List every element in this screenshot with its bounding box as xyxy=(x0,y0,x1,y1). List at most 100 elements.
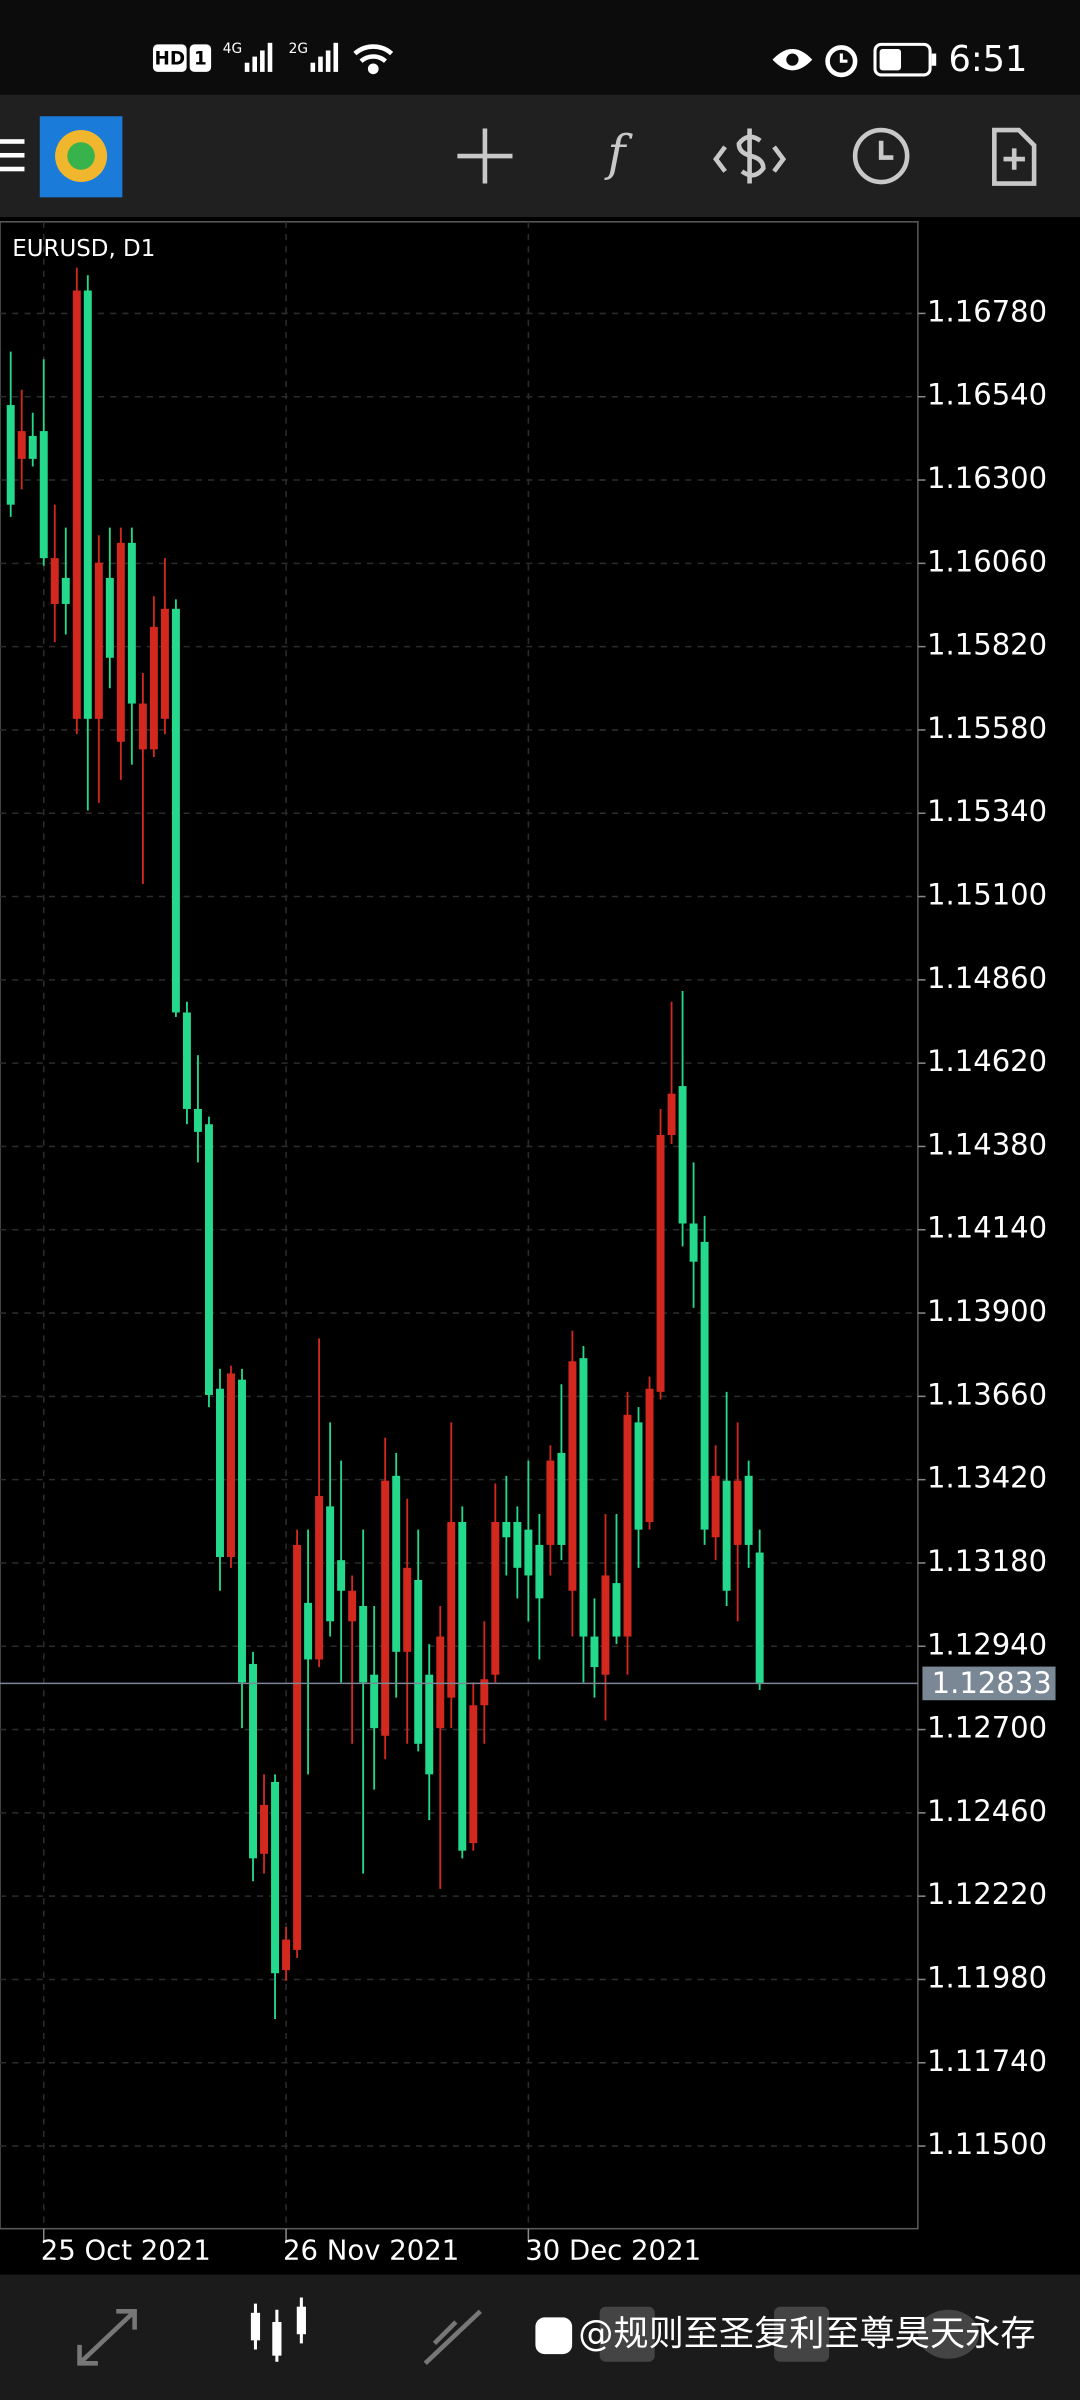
watermark: @规则至圣复利至尊昊天永存 xyxy=(578,2314,1035,2355)
toolbar xyxy=(0,94,1080,218)
candle-body xyxy=(689,1223,698,1262)
crosshair-icon[interactable] xyxy=(457,128,513,184)
candle-body xyxy=(193,1108,202,1132)
candle-body xyxy=(249,1663,257,1859)
candle-body xyxy=(204,1124,213,1395)
x-tick-label: 25 Oct 2021 xyxy=(41,2235,211,2267)
candle-body xyxy=(502,1522,511,1538)
y-tick-label: 1.11500 xyxy=(927,2127,1047,2161)
candle-body xyxy=(282,1939,291,1971)
y-tick-label: 1.14620 xyxy=(927,1044,1047,1078)
candle-body xyxy=(733,1480,742,1545)
y-tick-label: 1.16540 xyxy=(927,378,1047,412)
candle-body xyxy=(271,1781,280,1974)
candle-body xyxy=(590,1636,599,1668)
candle-body xyxy=(491,1522,500,1675)
candle-body xyxy=(667,1093,676,1135)
candle-body xyxy=(315,1495,324,1660)
candle-body xyxy=(447,1522,456,1698)
candle-body xyxy=(6,405,15,505)
candle-body xyxy=(557,1452,566,1545)
candle-body xyxy=(722,1480,731,1591)
app-icon[interactable] xyxy=(39,116,123,198)
candle-body xyxy=(149,626,158,750)
y-tick-label: 1.14860 xyxy=(927,961,1047,995)
candle-body xyxy=(546,1460,555,1545)
y-tick-label: 1.14380 xyxy=(927,1127,1047,1161)
candle-body xyxy=(458,1522,467,1851)
signal-1 xyxy=(244,42,273,72)
y-tick-label: 1.15820 xyxy=(927,628,1047,662)
candle-body xyxy=(392,1475,401,1652)
candle-body xyxy=(127,542,136,704)
candle-body xyxy=(116,542,125,742)
candle-body xyxy=(39,431,48,559)
y-tick-label: 1.12700 xyxy=(927,1711,1047,1745)
candle-body xyxy=(656,1134,665,1392)
candle-body xyxy=(337,1560,346,1591)
nav-objects[interactable] xyxy=(423,2309,482,2365)
candle-body xyxy=(480,1679,489,1706)
chart-title: EURUSD, D1 xyxy=(12,236,155,262)
candle-body xyxy=(260,1804,269,1854)
chart-background xyxy=(0,217,1080,2275)
nav-line-tool[interactable] xyxy=(77,2308,137,2366)
current-price-box xyxy=(922,1666,1056,1701)
candle-body xyxy=(50,558,59,604)
signal-2 xyxy=(310,42,339,72)
candle-body xyxy=(28,435,37,459)
plot-frame xyxy=(0,221,919,2230)
y-tick-label: 1.12940 xyxy=(927,1627,1047,1661)
candle-body xyxy=(304,1602,313,1660)
y-tick-label: 1.16780 xyxy=(927,294,1047,328)
plot-area: 1.16780 1.16540 1.16300 1.16060 1.15820 1.155… xyxy=(0,221,1056,2267)
y-tick-label: 1.14140 xyxy=(927,1211,1047,1245)
history-icon[interactable] xyxy=(852,127,910,185)
candle-body xyxy=(293,1544,302,1950)
candle-body xyxy=(370,1674,379,1729)
y-tick-label: 1.15580 xyxy=(927,711,1047,745)
hd-label: HD xyxy=(155,49,186,70)
candle-body xyxy=(711,1475,720,1538)
alarm-icon xyxy=(825,45,858,78)
candle-body xyxy=(678,1086,687,1224)
candle-body xyxy=(425,1674,434,1775)
network-2g: 2G xyxy=(289,41,308,57)
y-tick-label: 1.15100 xyxy=(927,878,1047,912)
candle-body xyxy=(612,1583,621,1637)
eye-icon xyxy=(772,48,813,71)
y-tick-label: 1.11740 xyxy=(927,2044,1047,2078)
candle-body xyxy=(755,1552,764,1684)
candle-body xyxy=(227,1373,235,1558)
candle-body xyxy=(535,1544,544,1599)
candle-body xyxy=(359,1605,368,1683)
menu-icon[interactable] xyxy=(0,139,25,172)
candle-body xyxy=(61,577,70,604)
candle-body xyxy=(744,1475,753,1545)
y-tick-label: 1.13900 xyxy=(927,1294,1047,1328)
candle-body xyxy=(326,1506,335,1622)
trade-icon[interactable] xyxy=(713,128,787,184)
candle-body xyxy=(513,1522,522,1568)
candle-body xyxy=(414,1579,423,1744)
candle-body xyxy=(403,1567,412,1652)
nav-extra[interactable] xyxy=(599,2306,980,2362)
new-order-icon[interactable] xyxy=(992,127,1037,186)
candle-body xyxy=(216,1388,224,1558)
watermark-logo xyxy=(535,2317,573,2355)
y-tick-label: 1.13660 xyxy=(927,1377,1047,1411)
y-tick-label: 1.13180 xyxy=(927,1544,1047,1578)
y-tick-label: 1.11980 xyxy=(927,1960,1047,1994)
nav-chart-type[interactable] xyxy=(250,2297,306,2362)
candle-body xyxy=(83,290,92,719)
candle-body xyxy=(105,577,114,658)
candle-body xyxy=(72,290,81,719)
y-tick-label: 1.12220 xyxy=(927,1877,1047,1911)
candle-body xyxy=(348,1590,357,1622)
x-tick-label: 26 Nov 2021 xyxy=(283,2235,459,2267)
sim-label: 1 xyxy=(194,49,207,70)
candle-body xyxy=(138,703,147,750)
y-tick-label: 1.16300 xyxy=(927,461,1047,495)
candle-body xyxy=(568,1361,577,1591)
